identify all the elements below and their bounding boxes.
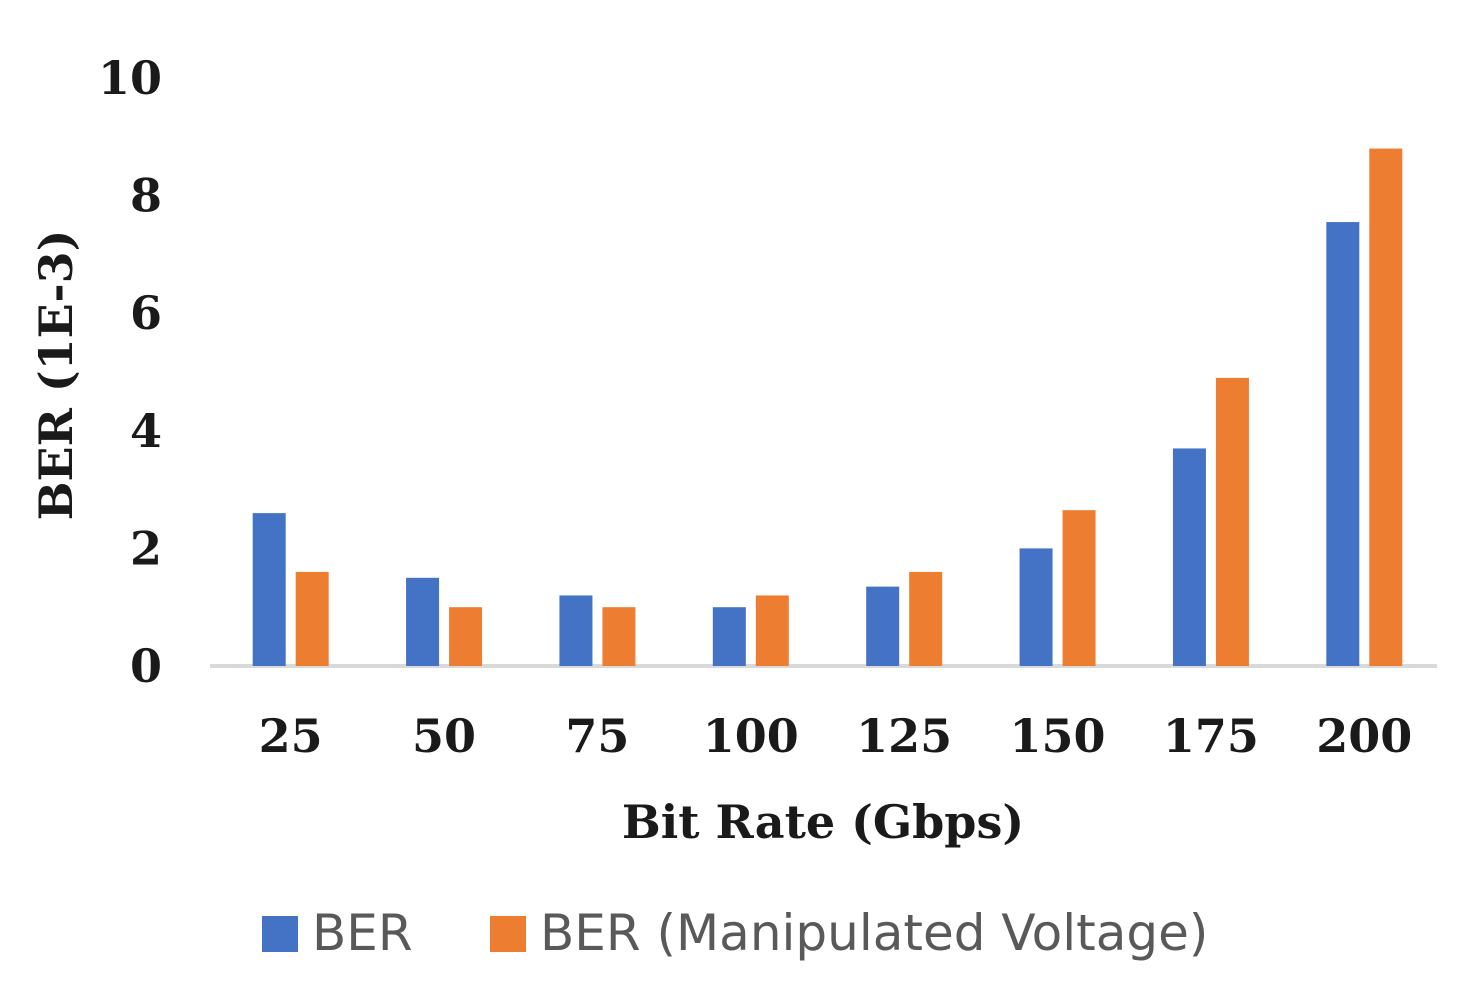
legend-label-ber: BER — [312, 904, 413, 962]
bars — [252, 148, 1403, 666]
legend: BER BER (Manipulated Voltage) — [262, 904, 1208, 962]
x-axis-title: Bit Rate (Gbps) — [622, 795, 1024, 849]
bar-ber — [866, 586, 900, 666]
x-tick-label: 200 — [1316, 709, 1412, 763]
bar-ber-manipulated-voltage — [602, 607, 636, 666]
x-tick-label: 175 — [1163, 709, 1259, 763]
legend-swatch-ber-manipulated-voltage — [490, 916, 526, 952]
bar-ber-manipulated-voltage — [449, 607, 483, 666]
y-tick-label: 6 — [130, 286, 162, 340]
legend-label-ber-manipulated-voltage: BER (Manipulated Voltage) — [540, 904, 1208, 962]
x-tick-label: 25 — [259, 709, 323, 763]
bar-ber-manipulated-voltage — [295, 571, 329, 666]
bar-ber-manipulated-voltage — [755, 595, 789, 666]
x-tick-label: 150 — [1010, 709, 1106, 763]
x-tick-label: 75 — [565, 709, 629, 763]
x-tick-label: 50 — [412, 709, 476, 763]
bar-ber-manipulated-voltage — [1369, 148, 1403, 666]
x-tick-label: 125 — [856, 709, 952, 763]
bar-ber — [252, 513, 286, 666]
bar-ber-manipulated-voltage — [909, 571, 943, 666]
bar-ber-manipulated-voltage — [1062, 510, 1096, 666]
y-tick-label: 8 — [130, 169, 162, 223]
y-tick-label: 2 — [130, 521, 162, 575]
y-tick-label: 10 — [98, 51, 162, 105]
bar-ber — [1019, 548, 1053, 666]
bar-ber — [559, 595, 593, 666]
y-tick-label: 4 — [130, 404, 162, 458]
bar-ber — [712, 607, 746, 666]
bar-ber — [1172, 448, 1206, 666]
y-axis-ticks: 0 2 4 6 8 10 — [98, 51, 162, 693]
y-axis-title: BER (1E-3) — [29, 230, 83, 521]
bar-ber-manipulated-voltage — [1215, 377, 1249, 666]
legend-swatch-ber — [262, 916, 298, 952]
x-axis-ticks: 25 50 75 100 125 150 175 200 — [259, 709, 1413, 763]
bar-ber — [1326, 222, 1360, 666]
x-tick-label: 100 — [703, 709, 799, 763]
bar-ber — [406, 577, 440, 666]
y-tick-label: 0 — [130, 639, 162, 693]
